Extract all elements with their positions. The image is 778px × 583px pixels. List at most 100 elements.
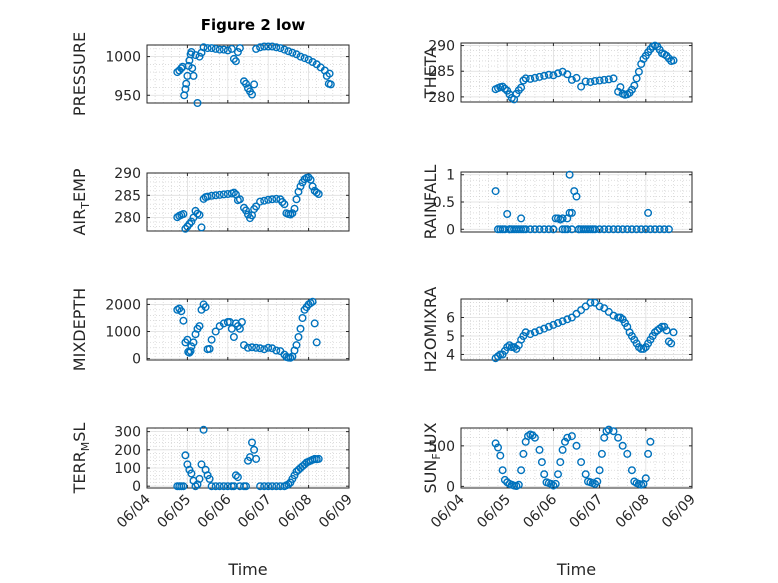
y-tick-label: 285 bbox=[428, 64, 455, 80]
data-point bbox=[614, 313, 623, 322]
data-point bbox=[544, 322, 553, 331]
y-tick-label: 280 bbox=[114, 211, 141, 227]
data-point bbox=[219, 482, 228, 491]
data-point bbox=[498, 82, 507, 91]
data-point bbox=[517, 214, 526, 223]
data-point bbox=[609, 427, 618, 436]
data-point bbox=[618, 441, 627, 450]
y-tick-label: 1 bbox=[446, 168, 455, 184]
data-point bbox=[199, 43, 208, 52]
data-point bbox=[284, 480, 293, 489]
data-point bbox=[627, 466, 636, 475]
data-point bbox=[526, 330, 535, 339]
data-point bbox=[268, 344, 277, 353]
data-point bbox=[280, 45, 289, 54]
data-point bbox=[563, 433, 572, 442]
y-axis-label-text: RAINFALL bbox=[421, 165, 440, 240]
data-point bbox=[574, 225, 583, 234]
subplot-5: 0 1000 2000 MIXDEPTH bbox=[70, 288, 350, 371]
data-point bbox=[219, 190, 228, 199]
data-point bbox=[211, 191, 220, 200]
data-point bbox=[235, 324, 244, 333]
y-tick-label: 1000 bbox=[105, 325, 141, 341]
y-tick-label: 280 bbox=[428, 90, 455, 106]
data-point bbox=[544, 70, 553, 79]
data-point bbox=[595, 466, 604, 475]
data-point bbox=[641, 474, 650, 483]
x-axis-label: Time bbox=[227, 560, 267, 579]
data-point bbox=[252, 202, 261, 211]
data-point bbox=[586, 225, 595, 234]
data-point bbox=[296, 182, 305, 191]
subplot-6: 4 5 6 H2OMIXRA bbox=[421, 287, 693, 372]
data-point bbox=[185, 219, 194, 228]
data-point bbox=[540, 324, 549, 333]
axes-box bbox=[460, 42, 693, 103]
data-point bbox=[188, 64, 197, 73]
data-point bbox=[243, 343, 252, 352]
data-point bbox=[195, 322, 204, 331]
data-point bbox=[563, 225, 572, 234]
data-point bbox=[572, 441, 581, 450]
data-point bbox=[268, 482, 277, 491]
data-point bbox=[530, 73, 539, 82]
subplot-1: 950 1000 PRESSURE bbox=[70, 32, 350, 116]
data-point bbox=[558, 445, 567, 454]
data-point bbox=[264, 42, 273, 51]
data-point bbox=[616, 83, 625, 92]
data-point bbox=[505, 341, 514, 350]
data-point bbox=[193, 98, 202, 107]
figure-title: Figure 2 low bbox=[201, 16, 306, 34]
data-point bbox=[660, 225, 669, 234]
y-axis-label-text: THETA bbox=[421, 47, 440, 99]
data-point bbox=[530, 328, 539, 337]
data-point bbox=[229, 54, 238, 63]
axes-box bbox=[460, 427, 693, 489]
data-point bbox=[669, 328, 678, 337]
data-point bbox=[308, 182, 317, 191]
data-point bbox=[535, 326, 544, 335]
y-axis-label-subscript: M bbox=[79, 442, 92, 452]
data-point bbox=[491, 439, 500, 448]
y-axis-label-text: SL bbox=[70, 423, 89, 442]
data-point bbox=[530, 433, 539, 442]
y-tick-label: 4 bbox=[446, 347, 455, 363]
data-point bbox=[235, 44, 244, 53]
data-point bbox=[600, 225, 609, 234]
data-point bbox=[595, 76, 604, 85]
data-point bbox=[535, 72, 544, 81]
data-point bbox=[264, 195, 273, 204]
data-point bbox=[637, 225, 646, 234]
data-point bbox=[646, 225, 655, 234]
data-point bbox=[604, 75, 613, 84]
data-point bbox=[264, 343, 273, 352]
data-point bbox=[326, 80, 335, 89]
data-point bbox=[567, 75, 576, 84]
data-point bbox=[604, 425, 613, 434]
data-point bbox=[264, 482, 273, 491]
subplot-4: 0 0.5 1 RAINFALL bbox=[421, 165, 693, 240]
data-point bbox=[233, 473, 242, 482]
data-point bbox=[211, 482, 220, 491]
data-point bbox=[252, 343, 261, 352]
data-point bbox=[308, 297, 317, 306]
data-point bbox=[260, 42, 269, 51]
data-point bbox=[304, 173, 313, 182]
y-tick-label: 0 bbox=[132, 352, 141, 368]
data-point bbox=[223, 46, 232, 55]
data-point bbox=[496, 225, 505, 234]
data-point bbox=[627, 85, 636, 94]
data-point bbox=[535, 225, 544, 234]
data-point bbox=[498, 466, 507, 475]
data-point bbox=[205, 344, 214, 353]
data-point bbox=[634, 67, 643, 76]
axes-box bbox=[146, 44, 350, 104]
y-tick-label: 290 bbox=[114, 166, 141, 182]
data-point bbox=[521, 225, 530, 234]
data-point bbox=[229, 188, 238, 197]
y-axis-label-subscript: F bbox=[430, 453, 443, 459]
y-axis-label-text: MIXDEPTH bbox=[70, 288, 89, 371]
data-point bbox=[591, 479, 600, 488]
data-point bbox=[503, 209, 512, 218]
